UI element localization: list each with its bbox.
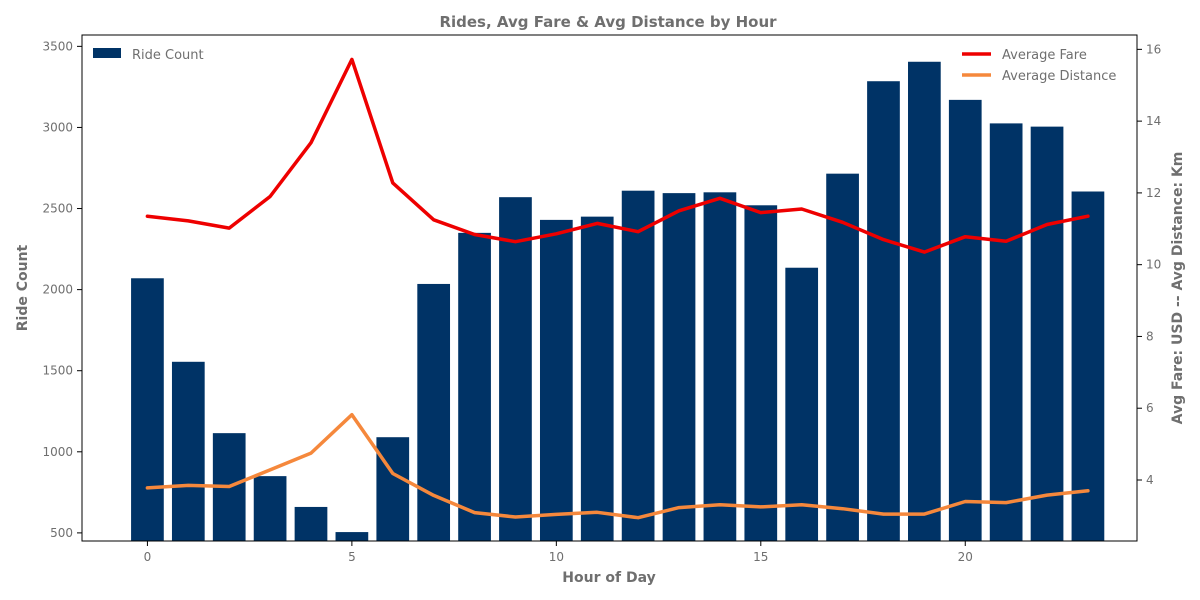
y2-tick-label-6: 6: [1146, 401, 1154, 415]
bar-hour-22: [1030, 126, 1064, 541]
y-axis-left: 500 1000 1500 2000 2500 3000 3500: [42, 39, 82, 540]
y2-tick-label-8: 8: [1146, 329, 1154, 343]
x-axis: 0 5 10 15 20: [144, 541, 973, 564]
bar-hour-20: [948, 99, 982, 541]
bar-hour-11: [580, 216, 614, 541]
bar-hour-16: [785, 267, 819, 541]
bar-hour-18: [867, 81, 900, 541]
y-tick-label-2000: 2000: [42, 283, 73, 297]
legend-ride-count: Ride Count: [93, 48, 204, 63]
y-tick-label-3500: 3500: [42, 39, 73, 53]
chart-title: Rides, Avg Fare & Avg Distance by Hour: [439, 13, 777, 31]
y2-tick-label-16: 16: [1146, 42, 1161, 56]
legend-label-average-fare: Average Fare: [1002, 48, 1087, 63]
x-tick-label-10: 10: [549, 550, 564, 564]
bars-layer: [131, 61, 1105, 542]
y-tick-label-2500: 2500: [42, 202, 73, 216]
y-tick-label-3000: 3000: [42, 120, 73, 134]
legend-label-average-distance: Average Distance: [1002, 69, 1116, 84]
y-tick-label-1500: 1500: [42, 364, 73, 378]
bar-hour-19: [908, 61, 941, 542]
x-tick-label-20: 20: [958, 550, 973, 564]
y2-tick-label-12: 12: [1146, 186, 1161, 200]
bar-hour-7: [417, 283, 451, 541]
y-tick-label-1000: 1000: [42, 445, 73, 459]
bar-hour-4: [294, 506, 328, 541]
x-tick-label-0: 0: [144, 550, 152, 564]
x-tick-label-15: 15: [753, 550, 768, 564]
bar-hour-3: [253, 476, 287, 541]
bar-hour-9: [499, 197, 532, 541]
y-axis-right: 4 6 8 10 12 14 16: [1137, 42, 1161, 487]
x-axis-title: Hour of Day: [562, 570, 655, 586]
bar-hour-13: [662, 193, 696, 541]
bar-hour-21: [989, 123, 1023, 541]
bar-hour-12: [621, 190, 655, 541]
legend-averages: Average Fare Average Distance: [962, 48, 1116, 84]
bar-hour-17: [826, 173, 859, 542]
series-line-average-fare: [145, 57, 1090, 254]
x-tick-label-5: 5: [348, 550, 356, 564]
bar-hour-23: [1071, 191, 1105, 541]
bar-hour-5: [335, 532, 369, 541]
y-tick-label-500: 500: [50, 526, 73, 540]
legend-swatch-ride-count: [93, 48, 121, 58]
bar-hour-1: [171, 361, 205, 541]
legend-label-ride-count: Ride Count: [132, 48, 204, 63]
bar-hour-15: [744, 205, 778, 542]
y2-tick-label-10: 10: [1146, 258, 1161, 272]
bar-hour-8: [458, 232, 491, 541]
y2-tick-label-14: 14: [1146, 114, 1161, 128]
bar-hour-6: [376, 437, 410, 541]
y2-tick-label-4: 4: [1146, 473, 1154, 487]
y-axis-title: Ride Count: [15, 244, 31, 331]
plot-frame: [81, 34, 1138, 542]
bar-hour-14: [703, 192, 737, 542]
y2-axis-title: Avg Fare: USD -- Avg Distance: Km: [1170, 152, 1186, 425]
bar-hour-10: [539, 219, 573, 541]
series-line-average-distance: [145, 412, 1090, 520]
lines-layer: [145, 57, 1090, 520]
bar-hour-0: [131, 278, 164, 541]
